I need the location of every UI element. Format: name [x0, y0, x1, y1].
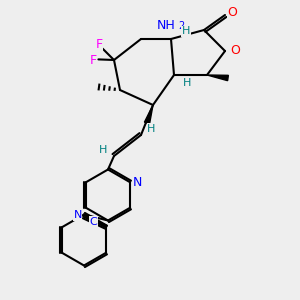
Text: NH: NH [157, 19, 176, 32]
Text: O: O [228, 5, 237, 19]
Text: H: H [182, 26, 190, 37]
Polygon shape [144, 105, 153, 124]
Text: F: F [95, 38, 103, 52]
Text: C: C [90, 217, 98, 227]
Text: N: N [133, 176, 142, 189]
Text: F: F [89, 53, 97, 67]
Text: H: H [147, 124, 156, 134]
Text: O: O [231, 44, 240, 58]
Text: H: H [99, 145, 108, 155]
Text: 2: 2 [178, 20, 184, 31]
Text: H: H [183, 77, 192, 88]
Polygon shape [207, 75, 228, 81]
Text: N: N [74, 210, 82, 220]
